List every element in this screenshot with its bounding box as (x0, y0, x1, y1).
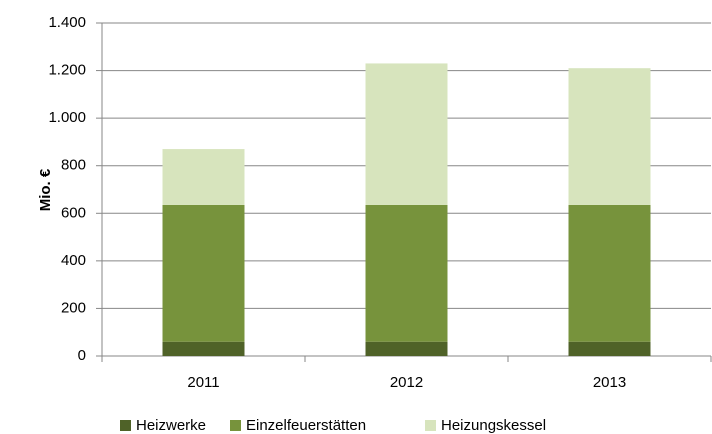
x-tick-label: 2012 (390, 374, 423, 391)
bar-segment (568, 341, 651, 356)
y-tick-label: 600 (61, 204, 86, 221)
bar-segment (568, 204, 651, 342)
bar-segment (365, 204, 448, 342)
y-tick-label: 0 (78, 347, 86, 364)
bar-segment (162, 341, 245, 356)
bar-segment (365, 341, 448, 356)
bar-segment (365, 63, 448, 205)
y-axis-label: Mio. € (37, 168, 54, 211)
legend-swatch (230, 420, 241, 431)
bar-segment (568, 68, 651, 205)
y-tick-label: 1.000 (48, 109, 86, 126)
legend-label: Heizwerke (136, 417, 206, 434)
legend-swatch (120, 420, 131, 431)
legend-label: Heizungskessel (441, 417, 546, 434)
bar-segment (162, 204, 245, 342)
y-tick-label: 1.200 (48, 62, 86, 79)
x-tick-label: 2013 (593, 374, 626, 391)
x-tick-label: 2011 (187, 374, 219, 391)
legend-label: Einzelfeuerstätten (246, 417, 366, 434)
y-tick-label: 800 (61, 157, 86, 174)
bar-segment (162, 149, 245, 205)
y-tick-label: 1.400 (48, 14, 86, 31)
y-tick-label: 400 (61, 252, 86, 269)
legend-swatch (425, 420, 436, 431)
y-tick-label: 200 (61, 299, 86, 316)
